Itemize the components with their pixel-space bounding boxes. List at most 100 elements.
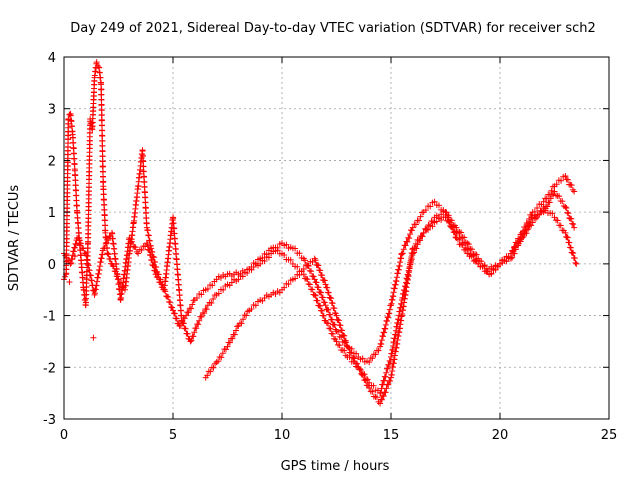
data-point <box>348 349 355 356</box>
data-point <box>300 271 307 278</box>
data-point <box>188 337 195 344</box>
data-point <box>198 291 205 298</box>
data-point <box>450 223 457 230</box>
data-point <box>454 230 461 237</box>
data-point <box>132 244 139 251</box>
data-point <box>554 217 561 224</box>
data-point <box>556 193 563 200</box>
data-point <box>383 318 390 325</box>
data-point <box>302 257 309 264</box>
data-point <box>300 266 307 273</box>
data-point <box>558 177 565 184</box>
data-point <box>566 239 573 246</box>
data-point <box>209 282 216 289</box>
data-point <box>102 240 109 247</box>
data-point <box>406 235 413 242</box>
data-point <box>511 243 518 250</box>
data-point <box>564 234 571 241</box>
data-point <box>308 268 315 275</box>
data-point <box>520 234 527 241</box>
data-point <box>509 248 516 255</box>
data-point <box>101 244 108 251</box>
data-point <box>90 334 97 341</box>
data-point <box>412 221 419 228</box>
data-point <box>465 241 472 248</box>
data-point <box>571 255 578 262</box>
data-point <box>568 215 575 222</box>
data-point <box>292 275 299 282</box>
data-point <box>435 202 442 209</box>
data-point <box>553 181 560 188</box>
x-tick-label: 0 <box>60 428 68 443</box>
data-point <box>417 213 424 220</box>
data-point <box>445 218 452 225</box>
data-point <box>442 214 449 221</box>
data-point <box>369 388 376 395</box>
data-point <box>75 235 82 242</box>
data-point <box>312 257 319 264</box>
data-point <box>313 279 320 286</box>
data-point <box>66 278 73 285</box>
data-point <box>429 223 436 230</box>
data-point <box>62 273 69 280</box>
data-point <box>204 285 211 292</box>
data-point <box>431 198 438 205</box>
data-point <box>534 205 541 212</box>
data-point <box>328 316 335 323</box>
data-points <box>61 59 580 407</box>
data-point <box>144 241 151 248</box>
data-point <box>220 286 227 293</box>
data-point <box>317 302 324 309</box>
data-point <box>128 238 135 245</box>
data-point <box>71 244 78 251</box>
data-point <box>157 279 164 286</box>
data-point <box>501 257 508 264</box>
data-point <box>314 297 321 304</box>
data-point <box>383 369 390 376</box>
data-point <box>366 359 373 366</box>
data-point <box>191 329 198 336</box>
data-point <box>562 172 569 179</box>
data-point <box>422 207 429 214</box>
data-point <box>185 309 192 316</box>
data-point <box>341 347 348 354</box>
data-point <box>535 211 542 218</box>
data-point <box>148 257 155 264</box>
plot-border <box>63 56 610 420</box>
data-point <box>66 111 73 118</box>
data-point <box>292 245 299 252</box>
data-point <box>329 300 336 307</box>
data-point <box>239 273 246 280</box>
data-point <box>419 233 426 240</box>
data-point <box>381 329 388 336</box>
data-point <box>359 355 366 362</box>
data-point <box>512 244 519 251</box>
data-point <box>170 307 176 314</box>
data-point <box>169 304 176 311</box>
data-point <box>382 325 389 332</box>
data-point <box>71 253 78 260</box>
data-point <box>261 257 268 264</box>
data-point <box>473 257 480 264</box>
data-point <box>468 246 475 253</box>
data-point <box>549 210 556 217</box>
data-point <box>470 252 477 259</box>
x-tick-label: 20 <box>492 428 509 443</box>
data-point <box>196 317 203 324</box>
data-point <box>93 59 100 66</box>
data-point <box>304 276 311 283</box>
data-point <box>155 274 162 281</box>
data-point <box>543 195 550 202</box>
data-point <box>322 281 329 288</box>
data-point <box>329 330 336 337</box>
data-point <box>306 281 313 288</box>
data-point <box>546 199 553 206</box>
data-point <box>497 260 503 267</box>
data-point <box>525 226 532 233</box>
data-point <box>344 343 351 350</box>
data-point <box>215 358 222 365</box>
data-point <box>382 373 389 380</box>
data-point <box>354 360 361 367</box>
data-point <box>190 333 197 340</box>
data-point <box>167 299 174 306</box>
